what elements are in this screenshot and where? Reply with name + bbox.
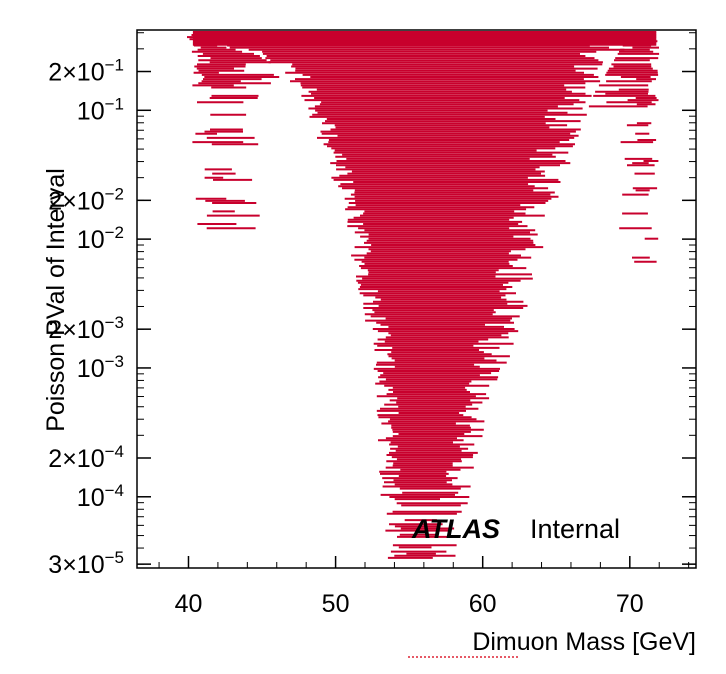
y-tick-label-3: 10−2 bbox=[77, 223, 124, 254]
y-ticks: 2×10−1 10−1 2×10−2 10−2 2×10−3 10−3 2×10−4 10−4… bbox=[48, 32, 696, 579]
x-tick-label-1: 50 bbox=[322, 590, 350, 618]
y-tick-label-0: 2×10−1 bbox=[48, 56, 124, 87]
x-axis-title: Dimuon Mass [GeV] bbox=[472, 628, 696, 656]
plot-frame bbox=[136, 29, 697, 569]
y-axis-title: Poisson PVal of Interval bbox=[42, 168, 70, 432]
y-tick-label-1: 10−1 bbox=[77, 94, 124, 125]
y-tick-label-5: 10−3 bbox=[77, 352, 124, 383]
y-tick-label-6: 2×10−4 bbox=[48, 442, 124, 473]
internal-label: Internal bbox=[530, 514, 620, 544]
x-tick-label-3: 70 bbox=[616, 590, 644, 618]
y-tick-label-4: 2×10−3 bbox=[48, 313, 124, 344]
y-tick-label-2: 2×10−2 bbox=[48, 184, 124, 215]
y-tick-label-7: 10−4 bbox=[77, 481, 124, 512]
atlas-label: ATLAS bbox=[411, 514, 500, 544]
y-tick-label-8: 3×10−5 bbox=[48, 548, 124, 579]
interval-bars bbox=[187, 31, 660, 559]
x-ticks: 40 50 60 70 bbox=[158, 556, 690, 618]
x-tick-label-0: 40 bbox=[175, 590, 203, 618]
x-tick-label-2: 60 bbox=[469, 590, 497, 618]
